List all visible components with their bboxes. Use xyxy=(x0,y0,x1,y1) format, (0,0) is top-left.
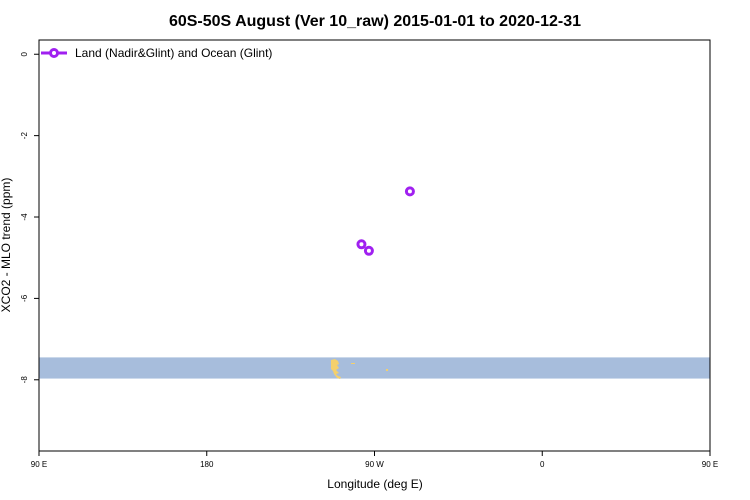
legend: Land (Nadir&Glint) and Ocean (Glint) xyxy=(41,46,272,60)
data-point xyxy=(404,186,415,197)
data-point xyxy=(356,239,367,250)
y-tick-label: -2 xyxy=(20,132,29,140)
chart-title: 60S-50S August (Ver 10_raw) 2015-01-01 t… xyxy=(169,13,581,30)
x-tick-label: 180 xyxy=(200,460,214,469)
data-points xyxy=(356,186,415,256)
land-outline xyxy=(331,359,388,379)
y-tick-label: -6 xyxy=(20,294,29,302)
x-axis: 90 E 180 90 W 0 90 E xyxy=(31,451,718,469)
y-tick-label: -4 xyxy=(20,213,29,221)
x-axis-label: Longitude (deg E) xyxy=(327,477,422,491)
y-axis-label: XCO2 - MLO trend (ppm) xyxy=(0,178,13,313)
data-point xyxy=(363,245,374,256)
legend-marker xyxy=(49,48,59,58)
plot-frame xyxy=(38,39,711,452)
x-tick-label: 90 E xyxy=(702,460,718,469)
x-tick-label: 90 E xyxy=(31,460,47,469)
legend-entry: Land (Nadir&Glint) and Ocean (Glint) xyxy=(75,46,272,60)
plot-area xyxy=(39,357,710,379)
x-tick-label: 90 W xyxy=(365,460,384,469)
y-tick-label: 0 xyxy=(20,51,29,56)
y-axis: 0 -2 -4 -6 -8 xyxy=(20,51,39,383)
x-tick-label: 0 xyxy=(540,460,545,469)
latitude-band xyxy=(39,357,710,379)
y-tick-label: -8 xyxy=(20,376,29,384)
